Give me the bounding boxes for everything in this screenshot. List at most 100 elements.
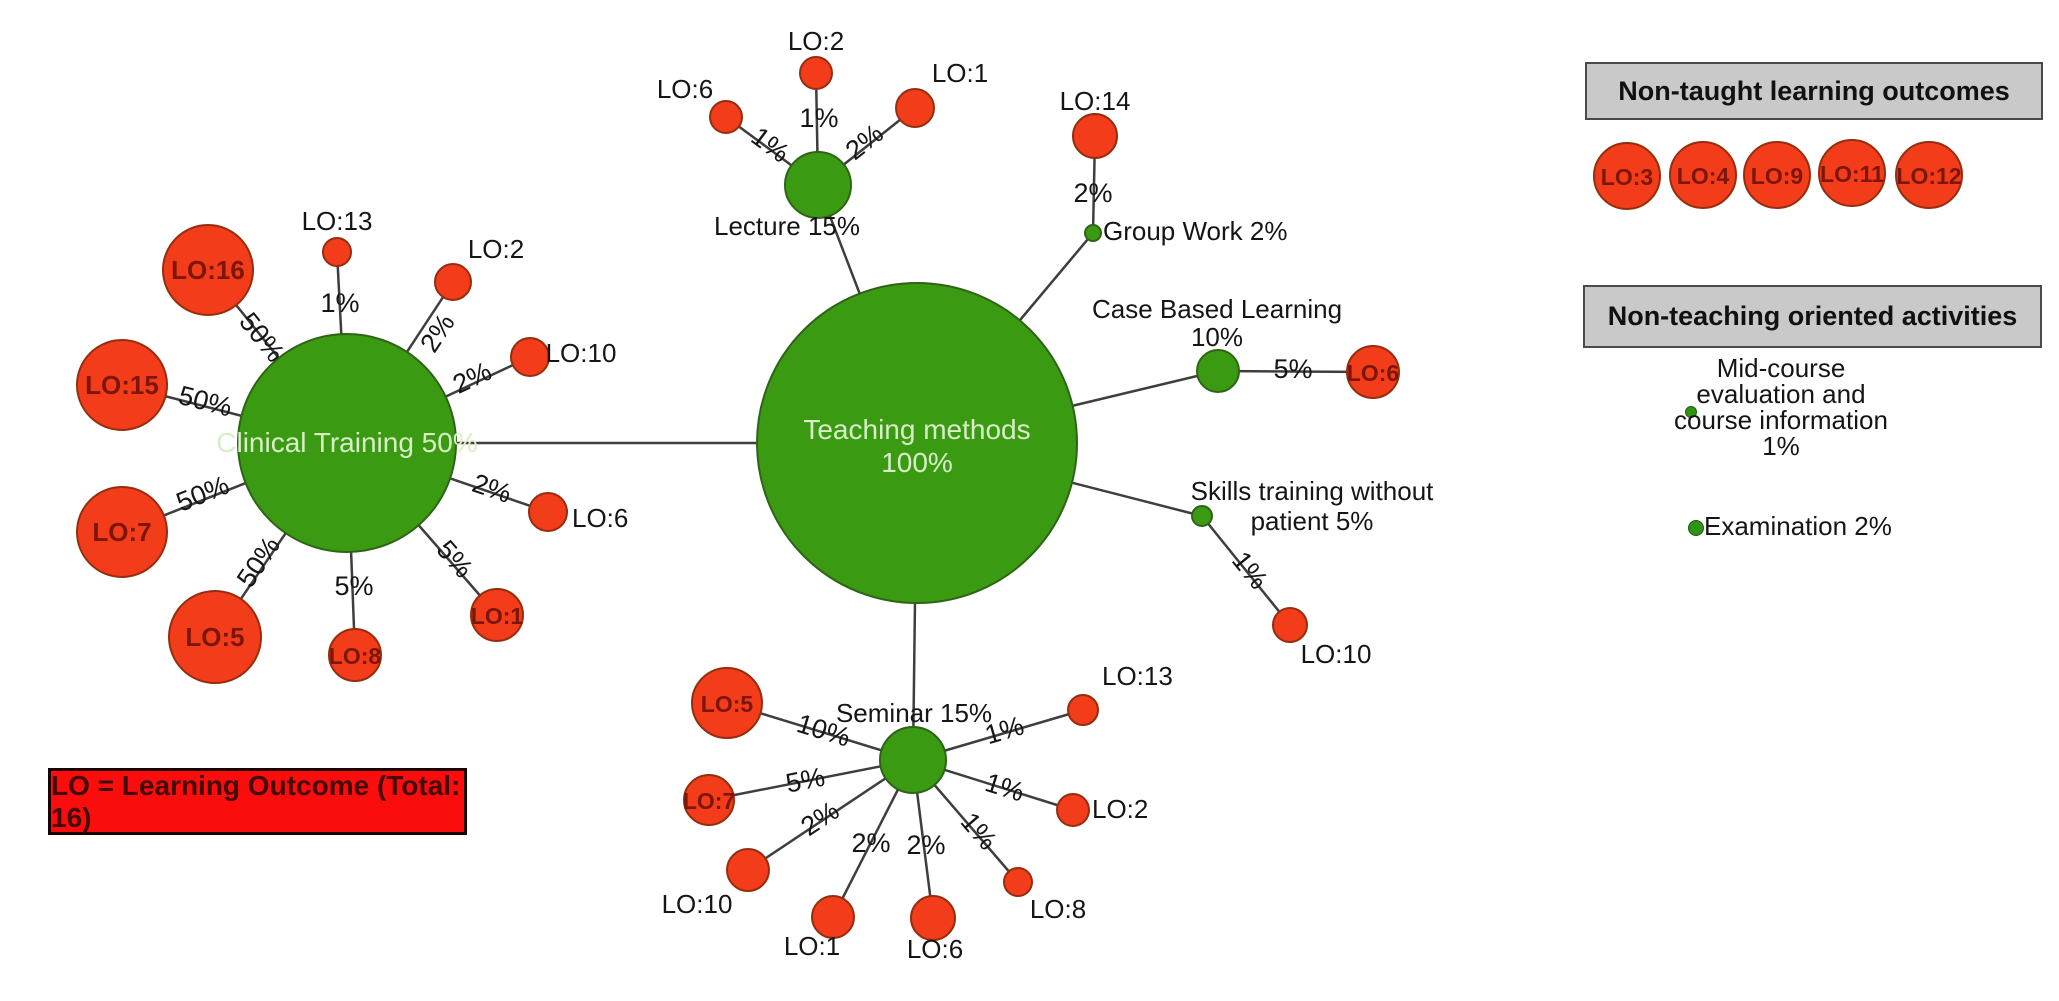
pct-seminar-se-lo8: 1% bbox=[955, 807, 1003, 856]
label-c-lo5: LO:5 bbox=[185, 622, 244, 652]
node-c-lo5 bbox=[168, 590, 262, 684]
node-c-lo13 bbox=[322, 237, 352, 267]
non-taught-header-label: Non-taught learning outcomes bbox=[1618, 75, 2010, 106]
label-l-lo1: LO:1 bbox=[932, 58, 988, 88]
node-nt-lo3 bbox=[1593, 142, 1661, 210]
label-l-lo2: LO:2 bbox=[788, 26, 844, 56]
pct-clinical-c-lo8: 5% bbox=[334, 571, 373, 601]
node-teaching bbox=[756, 282, 1078, 604]
pct-clinical-c-lo6: 2% bbox=[469, 468, 516, 509]
label-teaching-0: Teaching methods bbox=[803, 414, 1030, 445]
node-g-lo14 bbox=[1072, 113, 1118, 159]
pct-lecture-l-lo2: 1% bbox=[799, 103, 838, 133]
label-c-lo1: LO:1 bbox=[471, 603, 524, 629]
pct-clinical-c-lo5: 50% bbox=[231, 531, 286, 593]
label-nt-lo12: LO:12 bbox=[1896, 163, 1961, 189]
pct-casebased-cb-lo6: 5% bbox=[1273, 354, 1312, 384]
pct-clinical-c-lo13: 1% bbox=[320, 288, 359, 318]
node-c-lo10 bbox=[510, 337, 550, 377]
legend-label: LO = Learning Outcome (Total: 16) bbox=[51, 769, 461, 833]
diagram-text-2: Skills training without bbox=[1191, 476, 1435, 506]
label-c-lo2: LO:2 bbox=[468, 234, 524, 264]
label-se-lo1: LO:1 bbox=[784, 931, 840, 961]
node-c-lo8 bbox=[328, 628, 382, 682]
midcourse-dot bbox=[1685, 406, 1697, 418]
label-c-lo10: LO:10 bbox=[546, 338, 617, 368]
node-se-lo7 bbox=[683, 774, 735, 826]
node-l-lo1 bbox=[895, 88, 935, 128]
label-groupwork: Group Work 2% bbox=[1103, 216, 1287, 246]
diagram-text-3: patient 5% bbox=[1251, 506, 1374, 536]
diagram-text-1: 10% bbox=[1191, 322, 1243, 352]
label-s-lo10: LO:10 bbox=[1301, 639, 1372, 669]
label-c-lo6: LO:6 bbox=[572, 503, 628, 533]
node-se-lo10 bbox=[726, 848, 770, 892]
label-se-lo5: LO:5 bbox=[701, 691, 754, 717]
label-se-lo13: LO:13 bbox=[1102, 661, 1173, 691]
label-c-lo16: LO:16 bbox=[171, 255, 245, 285]
label-c-lo8: LO:8 bbox=[329, 643, 382, 669]
node-clinical bbox=[237, 333, 457, 553]
legend-box: LO = Learning Outcome (Total: 16) bbox=[48, 768, 467, 835]
node-se-lo1 bbox=[811, 895, 855, 939]
diagram-text-0: Case Based Learning bbox=[1092, 294, 1342, 324]
node-se-lo13 bbox=[1067, 694, 1099, 726]
label-se-lo8: LO:8 bbox=[1030, 894, 1086, 924]
pct-seminar-se-lo6: 2% bbox=[906, 830, 945, 860]
pct-clinical-c-lo7: 50% bbox=[172, 470, 233, 518]
node-c-lo15 bbox=[76, 339, 168, 431]
node-c-lo1 bbox=[470, 588, 524, 642]
label-seminar: Seminar 15% bbox=[836, 698, 992, 728]
node-s-lo10 bbox=[1272, 607, 1308, 643]
node-c-lo16 bbox=[162, 224, 254, 316]
node-nt-lo9 bbox=[1743, 141, 1811, 209]
label-cb-lo6: LO:6 bbox=[1347, 360, 1399, 386]
midcourse-label: Mid-course evaluation and course informa… bbox=[1674, 353, 1888, 461]
node-l-lo6 bbox=[709, 100, 743, 134]
node-nt-lo11 bbox=[1818, 139, 1886, 207]
pct-seminar-se-lo1: 2% bbox=[851, 828, 890, 858]
label-c-lo15: LO:15 bbox=[85, 370, 159, 400]
edge-seminar-se-lo7 bbox=[708, 758, 914, 802]
node-nt-lo12 bbox=[1895, 141, 1963, 209]
pct-seminar-se-lo7: 5% bbox=[783, 762, 827, 799]
label-l-lo6: LO:6 bbox=[657, 74, 713, 104]
label-se-lo7: LO:7 bbox=[683, 788, 735, 814]
label-c-lo7: LO:7 bbox=[92, 517, 151, 547]
label-lecture: Lecture 15% bbox=[714, 211, 860, 241]
non-teaching-header: Non-teaching oriented activities bbox=[1583, 285, 2042, 348]
node-lecture bbox=[784, 151, 852, 219]
pct-groupwork-g-lo14: 2% bbox=[1073, 178, 1112, 208]
node-se-lo5 bbox=[691, 667, 763, 739]
node-se-lo8 bbox=[1003, 867, 1033, 897]
label-nt-lo9: LO:9 bbox=[1751, 163, 1803, 189]
label-se-lo6: LO:6 bbox=[907, 934, 963, 964]
node-c-lo6 bbox=[528, 492, 568, 532]
node-se-lo6 bbox=[910, 895, 956, 941]
examination-label: Examination 2% bbox=[1704, 511, 1892, 541]
pct-seminar-se-lo2: 1% bbox=[982, 767, 1028, 807]
node-se-lo2 bbox=[1056, 793, 1090, 827]
node-cb-lo6 bbox=[1346, 345, 1400, 399]
pct-clinical-c-lo1: 5% bbox=[431, 535, 479, 584]
examination-dot bbox=[1688, 520, 1704, 536]
node-nt-lo4 bbox=[1669, 141, 1737, 209]
node-skills bbox=[1191, 505, 1213, 527]
label-teaching-1: 100% bbox=[881, 447, 953, 478]
node-groupwork bbox=[1084, 224, 1102, 242]
node-c-lo2 bbox=[434, 263, 472, 301]
node-l-lo2 bbox=[799, 56, 833, 90]
label-se-lo10: LO:10 bbox=[662, 889, 733, 919]
pct-clinical-c-lo15: 50% bbox=[175, 380, 235, 423]
label-nt-lo11: LO:11 bbox=[1820, 161, 1884, 187]
node-seminar bbox=[879, 726, 947, 794]
node-c-lo7 bbox=[76, 486, 168, 578]
non-taught-header: Non-taught learning outcomes bbox=[1585, 62, 2043, 120]
non-teaching-header-label: Non-teaching oriented activities bbox=[1607, 301, 2018, 331]
pct-clinical-c-lo2: 2% bbox=[414, 308, 461, 357]
label-g-lo14: LO:14 bbox=[1060, 86, 1131, 116]
edge-skills-s-lo10 bbox=[1201, 515, 1291, 626]
node-casebased bbox=[1196, 349, 1240, 393]
